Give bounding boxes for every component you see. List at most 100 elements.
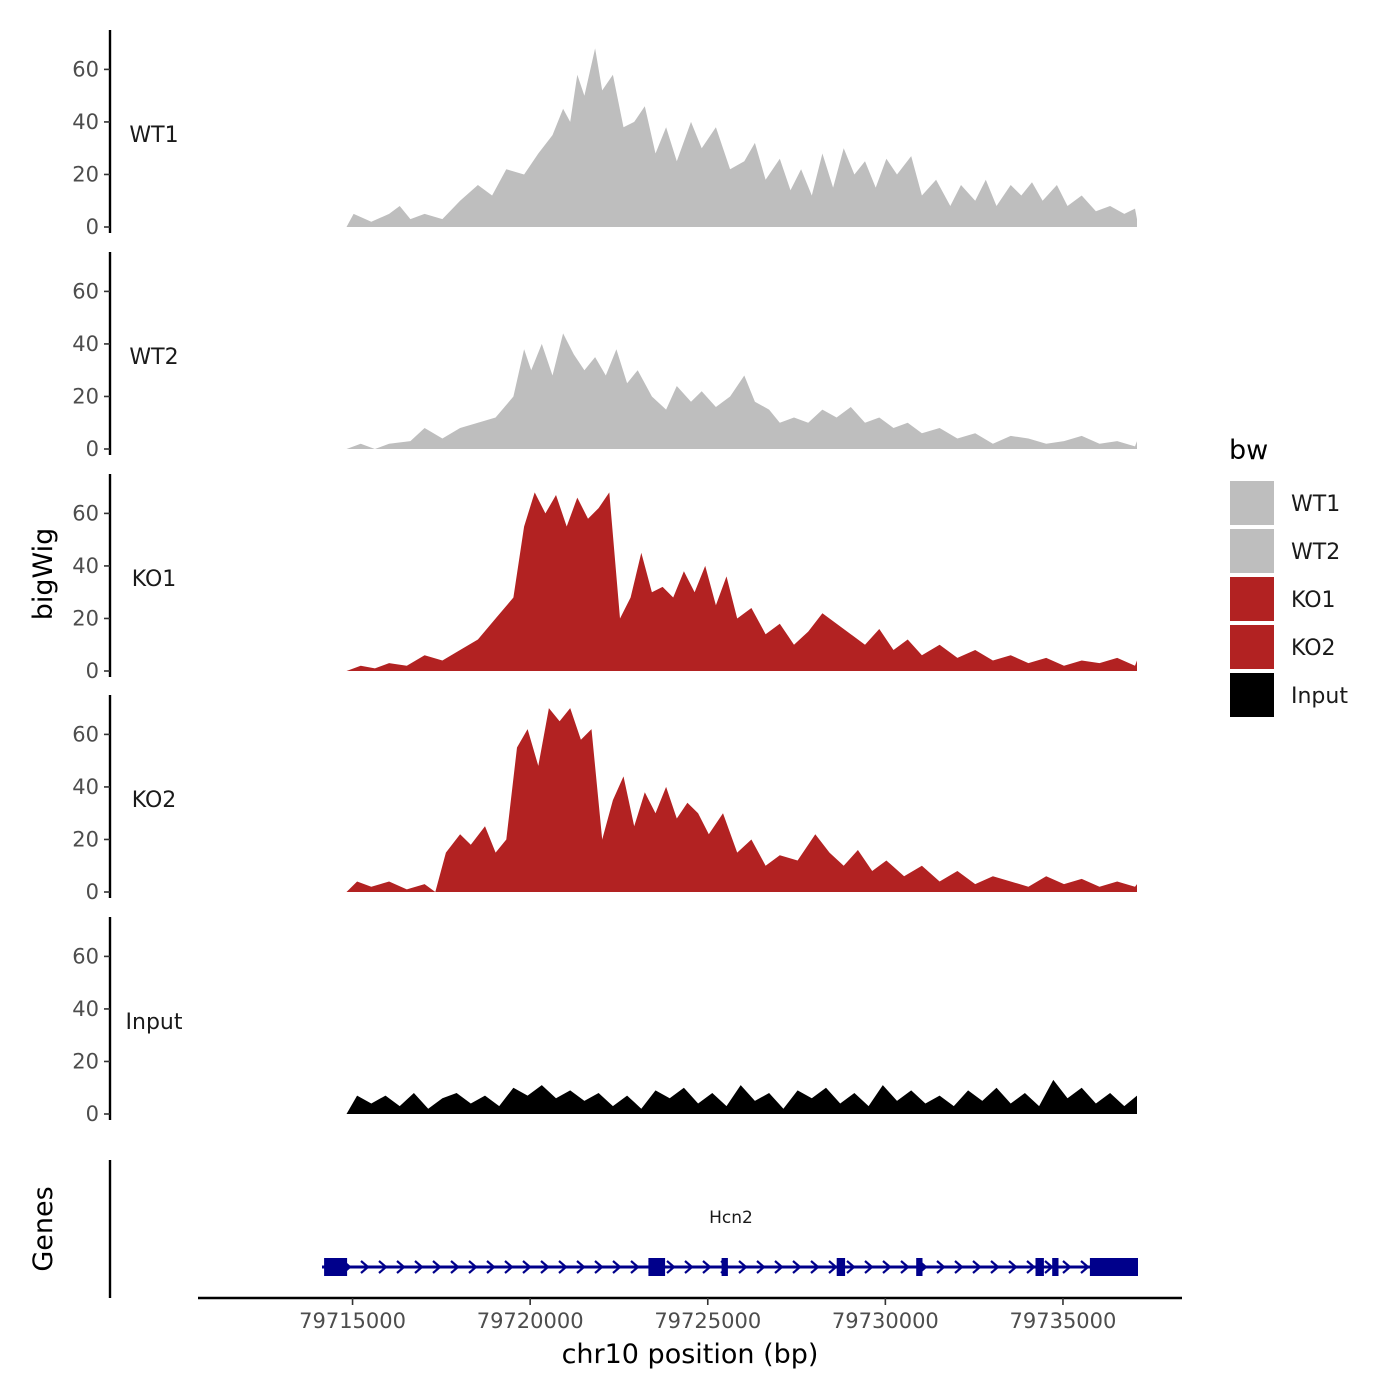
x-tick-label: 79720000 (477, 1309, 584, 1333)
strand-arrow (990, 1260, 1000, 1274)
legend-label: KO2 (1291, 636, 1336, 661)
strand-arrow (1080, 1260, 1090, 1274)
strand-arrow (666, 1260, 676, 1274)
y-tick-label: 60 (72, 722, 99, 746)
track-input: 0 20 40 60 Input (72, 917, 1137, 1126)
y-tick-label: 0 (86, 215, 99, 239)
y-tick-label: 20 (72, 162, 99, 186)
track-ko1: 0 20 40 60 KO1 (72, 474, 1137, 683)
legend-label: WT1 (1291, 492, 1340, 517)
coverage-area-wt2 (346, 333, 1137, 449)
y-tick-label: 40 (72, 332, 99, 356)
strand-arrow (540, 1260, 550, 1274)
y-tick-label: 60 (72, 279, 99, 303)
strand-arrow (1044, 1260, 1054, 1274)
strand-arrow (846, 1260, 856, 1274)
gene-exon (721, 1258, 728, 1276)
gene-exon (1089, 1258, 1138, 1276)
genes-track: Hcn2 (108, 1160, 1138, 1298)
legend: bw WT1 WT2 KO1 KO2 Input (1229, 435, 1348, 717)
gene-exon (648, 1258, 666, 1276)
legend-label: KO1 (1291, 588, 1336, 613)
gene-name-label: Hcn2 (709, 1208, 753, 1228)
y-tick-label: 0 (86, 880, 99, 904)
y-tick-label: 0 (86, 1102, 99, 1126)
y-tick-label: 20 (72, 606, 99, 630)
strand-arrow (468, 1260, 478, 1274)
strand-arrow (450, 1260, 460, 1274)
y-tick-label: 0 (86, 437, 99, 461)
strand-arrow (414, 1260, 424, 1274)
strand-arrow (432, 1260, 442, 1274)
coverage-tracks: 0 20 40 60 WT1 0 20 40 60 WT2 0 20 40 60 KO1 0 20 40 60 KO2… (72, 30, 1137, 1126)
track-label: Input (126, 1010, 183, 1035)
gene-exon (1035, 1258, 1044, 1276)
y-tick-label: 40 (72, 997, 99, 1021)
strand-arrow (396, 1260, 406, 1274)
track-label: WT2 (129, 345, 178, 370)
y-tick-label: 0 (86, 659, 99, 683)
strand-arrow (864, 1260, 874, 1274)
y-tick-label: 40 (72, 775, 99, 799)
legend-key-input (1230, 673, 1274, 717)
strand-arrow (576, 1260, 586, 1274)
x-tick-label: 79715000 (299, 1309, 406, 1333)
y-tick-label: 20 (72, 827, 99, 851)
strand-arrow (522, 1260, 532, 1274)
coverage-area-ko1 (346, 492, 1137, 671)
x-axis-title: chr10 position (bp) (562, 1339, 819, 1370)
strand-arrow (972, 1260, 982, 1274)
strand-arrow (594, 1260, 604, 1274)
strand-arrow (1026, 1260, 1036, 1274)
legend-key-wt1 (1230, 481, 1274, 525)
y-tick-label: 40 (72, 554, 99, 578)
gene-exon (324, 1258, 348, 1276)
coverage-area-input (346, 1077, 1137, 1114)
strand-arrow (882, 1260, 892, 1274)
strand-arrow (504, 1260, 514, 1274)
track-wt1: 0 20 40 60 WT1 (72, 30, 1137, 239)
strand-arrow (738, 1260, 748, 1274)
track-wt2: 0 20 40 60 WT2 (72, 252, 1137, 461)
y-tick-label: 60 (72, 501, 99, 525)
y-tick-label: 20 (72, 1049, 99, 1073)
legend-key-ko1 (1230, 577, 1274, 621)
strand-arrow (486, 1260, 496, 1274)
gene-exon (1052, 1258, 1059, 1276)
strand-arrow (810, 1260, 820, 1274)
x-tick-label: 79735000 (1010, 1309, 1117, 1333)
strand-arrow (792, 1260, 802, 1274)
y-tick-label: 20 (72, 384, 99, 408)
y-axis-title: bigWig (28, 528, 59, 621)
y-tick-label: 40 (72, 110, 99, 134)
strand-arrow (630, 1260, 640, 1274)
legend-label: WT2 (1291, 540, 1340, 565)
strand-arrow (828, 1260, 838, 1274)
x-axis: 79715000 79720000 79725000 79730000 79735000 (198, 1296, 1182, 1333)
track-label: WT1 (129, 123, 178, 148)
strand-arrow (558, 1260, 568, 1274)
strand-arrow (954, 1260, 964, 1274)
coverage-area-ko2 (346, 708, 1137, 892)
legend-label: Input (1291, 684, 1348, 709)
gene-exon (916, 1258, 923, 1276)
strand-arrow (612, 1260, 622, 1274)
y-tick-label: 60 (72, 57, 99, 81)
strand-arrow (360, 1260, 370, 1274)
strand-arrow (702, 1260, 712, 1274)
track-label: KO2 (132, 788, 177, 813)
strand-arrow (378, 1260, 388, 1274)
gene-exon (836, 1258, 846, 1276)
legend-key-wt2 (1230, 529, 1274, 573)
x-tick-label: 79730000 (832, 1309, 939, 1333)
legend-title: bw (1229, 435, 1268, 466)
y-tick-label: 60 (72, 944, 99, 968)
strand-arrow (936, 1260, 946, 1274)
x-tick-label: 79725000 (654, 1309, 761, 1333)
genes-axis-title: Genes (28, 1186, 59, 1271)
strand-arrow (684, 1260, 694, 1274)
strand-arrow (1008, 1260, 1018, 1274)
legend-key-ko2 (1230, 625, 1274, 669)
track-ko2: 0 20 40 60 KO2 (72, 695, 1137, 904)
